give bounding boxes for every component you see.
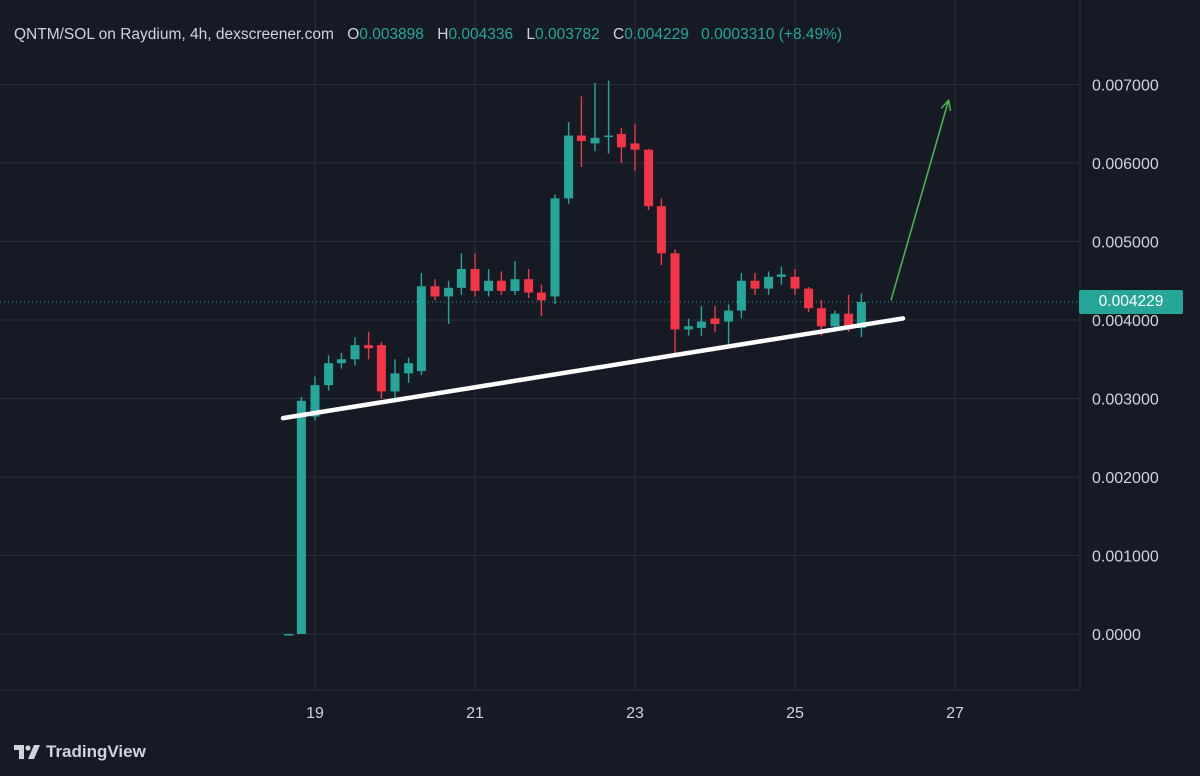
candle-body-down: [630, 143, 640, 150]
x-tick-label: 19: [306, 705, 324, 722]
close-key: C: [613, 26, 625, 43]
candle-body-up: [416, 286, 426, 372]
candle-body-up: [510, 279, 520, 291]
y-tick-label: 0.0000: [1092, 627, 1141, 644]
candle-body-up: [736, 280, 746, 311]
candle-body-down: [364, 345, 374, 349]
candle-body-down: [804, 288, 814, 309]
last-price-badge: 0.004229: [1079, 290, 1183, 314]
y-tick-label: 0.001000: [1092, 549, 1159, 566]
candle-body-up: [856, 302, 866, 329]
candle-body-up: [296, 400, 306, 634]
candle-body-up: [336, 359, 346, 364]
low-key: L: [526, 26, 536, 43]
candle-body-down: [670, 253, 680, 330]
candle-body-down: [656, 206, 666, 254]
candle-body-down: [576, 135, 586, 142]
candle-body-up: [284, 634, 294, 636]
candle-body-down: [790, 276, 800, 289]
candle-body-down: [430, 286, 440, 297]
candle-body-up: [350, 345, 360, 360]
high-key: H: [437, 26, 449, 43]
candle-body-down: [844, 313, 854, 328]
candle-body-up: [724, 310, 734, 322]
pair-label: QNTM/SOL on Raydium, 4h, dexscreener.com: [14, 26, 334, 43]
candle-body-up: [590, 137, 600, 144]
y-tick-label: 0.005000: [1092, 235, 1159, 252]
x-tick-label: 21: [466, 705, 484, 722]
candle-body-up: [404, 363, 414, 374]
candle-body-up: [684, 326, 694, 330]
projection-arrow-head: [940, 99, 952, 112]
candle-body-up: [696, 321, 706, 328]
open-value: 0.003898: [359, 26, 424, 43]
candle-body-down: [710, 318, 720, 324]
candle-body-up: [456, 268, 466, 288]
open-key: O: [347, 26, 360, 43]
high-value: 0.004336: [448, 26, 514, 43]
candle-body-down: [616, 133, 626, 148]
support-trendline: [280, 316, 906, 421]
y-tick-label: 0.006000: [1092, 156, 1159, 173]
candle-body-down: [376, 345, 386, 392]
candle-body-down: [496, 280, 506, 291]
candle-body-up: [830, 313, 840, 327]
candle-body-down: [750, 280, 760, 289]
y-tick-label: 0.002000: [1092, 470, 1159, 487]
close-value: 0.004229: [624, 26, 689, 43]
candle-body-up: [484, 280, 494, 291]
tradingview-brand[interactable]: TradingView: [14, 742, 146, 762]
x-tick-label: 23: [626, 705, 644, 722]
candle-body-up: [444, 287, 454, 297]
candle-body-down: [644, 149, 654, 207]
brand-name: TradingView: [46, 742, 146, 761]
candle-body-down: [524, 279, 534, 293]
projection-arrow: [890, 99, 950, 301]
tradingview-logo-icon: [14, 745, 40, 759]
change-value: 0.0003310 (+8.49%): [701, 26, 843, 43]
y-tick-label: 0.003000: [1092, 392, 1159, 409]
ohlc-legend: QNTM/SOL on Raydium, 4h, dexscreener.com…: [14, 26, 842, 44]
x-tick-label: 25: [786, 705, 804, 722]
candle-body-up: [550, 198, 560, 297]
y-tick-label: 0.007000: [1092, 78, 1159, 95]
candle-body-up: [390, 373, 400, 392]
candle-body-up: [564, 135, 574, 199]
candle-body-up: [764, 276, 774, 289]
candle-body-up: [604, 135, 614, 138]
candle-body-up: [324, 363, 334, 386]
y-tick-label: 0.004000: [1092, 313, 1159, 330]
candle-body-down: [816, 308, 826, 327]
candle-body-up: [776, 274, 786, 277]
candle-body-down: [536, 292, 546, 301]
candle-body-down: [470, 268, 480, 291]
candle-body-up: [310, 385, 320, 417]
x-tick-label: 27: [946, 705, 964, 722]
low-value: 0.003782: [535, 26, 600, 43]
